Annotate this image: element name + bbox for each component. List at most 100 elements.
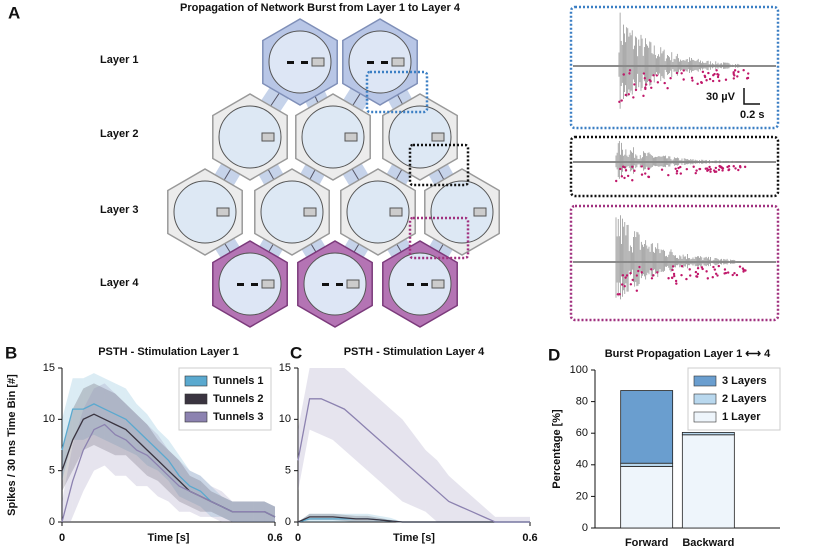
error-band bbox=[115, 393, 126, 456]
line bbox=[297, 398, 530, 523]
spike-dot bbox=[692, 165, 695, 168]
spike-dot bbox=[674, 279, 678, 283]
error-band bbox=[179, 460, 190, 507]
electrode bbox=[389, 207, 403, 217]
spike-dot bbox=[618, 293, 621, 296]
spike-dot bbox=[717, 168, 721, 171]
legend-swatch bbox=[184, 411, 208, 423]
spike-dot bbox=[700, 81, 703, 84]
spike-dot bbox=[712, 73, 715, 77]
spike-dot bbox=[695, 169, 698, 172]
error-band bbox=[448, 475, 461, 522]
spike-dot bbox=[714, 166, 718, 170]
spike-dot bbox=[660, 168, 664, 171]
error-band bbox=[62, 445, 73, 522]
spike-dot bbox=[624, 276, 627, 279]
spike-dot bbox=[652, 274, 655, 277]
y-tick-label: 0 bbox=[49, 516, 55, 528]
electrode bbox=[261, 279, 275, 289]
electrode bbox=[216, 207, 230, 217]
electrode bbox=[431, 279, 445, 289]
electrode bbox=[303, 207, 317, 217]
error-band bbox=[402, 419, 414, 507]
spike-dot bbox=[644, 86, 647, 89]
legend-swatch bbox=[693, 393, 717, 405]
electrode-mark bbox=[407, 283, 414, 286]
spike-dot bbox=[718, 164, 721, 168]
spike-dot bbox=[718, 79, 721, 83]
y-tick-label: 100 bbox=[570, 364, 588, 376]
spike-dot bbox=[669, 77, 672, 80]
scale-time: 0.2 s bbox=[740, 109, 764, 121]
spike-dot bbox=[731, 273, 734, 277]
x-tick-label: 0.6 bbox=[267, 532, 282, 544]
spike-dot bbox=[644, 172, 647, 175]
spike-dot bbox=[640, 165, 643, 168]
error-band bbox=[62, 409, 73, 492]
trace-box bbox=[569, 204, 780, 322]
well-inner bbox=[218, 105, 282, 169]
error-band bbox=[483, 506, 496, 522]
spike-dot bbox=[733, 272, 736, 275]
spike-dot bbox=[674, 167, 677, 170]
error-band bbox=[321, 368, 333, 440]
spike-dot bbox=[650, 277, 654, 280]
spike-dot bbox=[624, 169, 628, 172]
x-tick-label: 0 bbox=[59, 532, 65, 544]
spike-dot bbox=[640, 173, 644, 176]
spike-dot bbox=[705, 79, 708, 82]
spike-dot bbox=[650, 86, 653, 89]
spike-dot bbox=[633, 83, 636, 86]
spike-dot bbox=[716, 274, 719, 277]
y-tick-label: 15 bbox=[279, 362, 291, 374]
line bbox=[61, 423, 276, 523]
spike-dot bbox=[624, 93, 628, 97]
spike-dot bbox=[705, 270, 708, 273]
panel-letter: A bbox=[8, 3, 20, 22]
error-band bbox=[356, 513, 368, 522]
spike-dot bbox=[620, 283, 624, 286]
line bbox=[297, 516, 530, 523]
error-band bbox=[332, 368, 345, 451]
y-axis-label: Percentage [%] bbox=[551, 409, 563, 489]
panel-letter: B bbox=[5, 343, 17, 362]
spike-dot bbox=[618, 100, 621, 104]
legend-swatch bbox=[693, 411, 717, 423]
spike-dot bbox=[691, 79, 694, 82]
y-tick-label: 20 bbox=[576, 490, 588, 502]
electrode bbox=[391, 57, 405, 67]
zoom-box bbox=[408, 216, 470, 260]
spike-dot bbox=[714, 272, 718, 275]
well-inner bbox=[430, 180, 494, 244]
error-band bbox=[506, 516, 519, 522]
error-band bbox=[309, 368, 322, 435]
spike-dot bbox=[701, 70, 705, 74]
spike-dot bbox=[737, 168, 740, 172]
spike-dot bbox=[632, 96, 635, 99]
spike-dot bbox=[634, 88, 638, 92]
spike-dot bbox=[713, 268, 717, 271]
error-band bbox=[115, 393, 126, 476]
spike-dot bbox=[737, 70, 740, 74]
spike-dot bbox=[716, 73, 719, 76]
spike-dot bbox=[667, 173, 670, 177]
spike-dot bbox=[643, 76, 647, 80]
x-tick-label: Backward bbox=[682, 537, 734, 549]
spike-dot bbox=[717, 264, 720, 268]
spike-dot bbox=[626, 174, 630, 178]
spike-dot bbox=[711, 79, 715, 83]
x-tick-label: 0 bbox=[295, 532, 301, 544]
layer-label: Layer 3 bbox=[100, 204, 139, 216]
spike-dot bbox=[677, 166, 680, 170]
spike-dot bbox=[707, 71, 710, 75]
y-tick-label: 5 bbox=[285, 465, 291, 477]
spike-dot bbox=[615, 179, 618, 183]
spike-dot bbox=[735, 273, 739, 277]
spike-dot bbox=[671, 265, 675, 268]
spike-dot bbox=[675, 172, 679, 175]
legend-label: Tunnels 3 bbox=[213, 411, 264, 423]
spike-dot bbox=[703, 74, 706, 77]
spike-dot bbox=[732, 77, 736, 80]
spike-dot bbox=[709, 168, 712, 171]
spike-dot bbox=[708, 165, 711, 169]
